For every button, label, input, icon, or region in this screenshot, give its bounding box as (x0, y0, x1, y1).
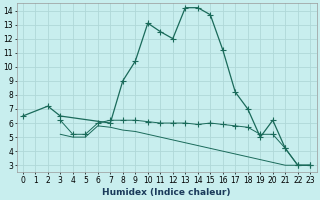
X-axis label: Humidex (Indice chaleur): Humidex (Indice chaleur) (102, 188, 231, 197)
